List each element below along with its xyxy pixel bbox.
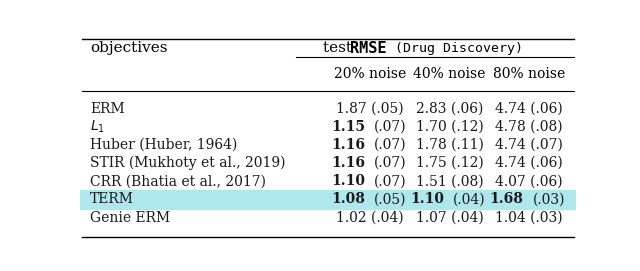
Text: test: test bbox=[323, 41, 357, 55]
Text: (.07): (.07) bbox=[374, 174, 406, 188]
Text: 1.75 (.12): 1.75 (.12) bbox=[415, 156, 483, 170]
Text: 1.78 (.11): 1.78 (.11) bbox=[415, 138, 483, 152]
Text: (.05): (.05) bbox=[374, 192, 406, 207]
Text: Genie ERM: Genie ERM bbox=[90, 211, 170, 225]
Text: 4.07 (.06): 4.07 (.06) bbox=[495, 174, 563, 188]
Text: 4.74 (.06): 4.74 (.06) bbox=[495, 156, 563, 170]
Text: RMSE: RMSE bbox=[350, 41, 387, 56]
Text: 1.68: 1.68 bbox=[490, 192, 524, 207]
Text: (.07): (.07) bbox=[374, 120, 406, 134]
Text: 1.02 (.04): 1.02 (.04) bbox=[337, 211, 404, 225]
Text: (.03): (.03) bbox=[532, 192, 565, 207]
Text: (Drug Discovery): (Drug Discovery) bbox=[387, 42, 522, 55]
Text: 1.16: 1.16 bbox=[331, 138, 365, 152]
Text: STIR (Mukhoty et al., 2019): STIR (Mukhoty et al., 2019) bbox=[90, 156, 285, 170]
FancyBboxPatch shape bbox=[80, 190, 576, 209]
Text: 1.87 (.05): 1.87 (.05) bbox=[337, 102, 404, 116]
Text: 1.70 (.12): 1.70 (.12) bbox=[415, 120, 483, 134]
Text: 1.16: 1.16 bbox=[331, 156, 365, 170]
Text: objectives: objectives bbox=[90, 41, 168, 55]
Text: 1.15: 1.15 bbox=[331, 120, 365, 134]
Text: 4.78 (.08): 4.78 (.08) bbox=[495, 120, 563, 134]
Text: Huber (Huber, 1964): Huber (Huber, 1964) bbox=[90, 138, 237, 152]
Text: $L_1$: $L_1$ bbox=[90, 119, 105, 135]
Text: 1.10: 1.10 bbox=[331, 174, 365, 188]
Text: 1.51 (.08): 1.51 (.08) bbox=[416, 174, 483, 188]
Text: 1.07 (.04): 1.07 (.04) bbox=[415, 211, 483, 225]
Text: 1.04 (.03): 1.04 (.03) bbox=[495, 211, 563, 225]
Text: 4.74 (.06): 4.74 (.06) bbox=[495, 102, 563, 116]
Text: 2.83 (.06): 2.83 (.06) bbox=[416, 102, 483, 116]
Text: TERM: TERM bbox=[90, 192, 134, 207]
Text: 4.74 (.07): 4.74 (.07) bbox=[495, 138, 563, 152]
Text: CRR (Bhatia et al., 2017): CRR (Bhatia et al., 2017) bbox=[90, 174, 266, 188]
Text: 1.10: 1.10 bbox=[410, 192, 444, 207]
Text: (.07): (.07) bbox=[374, 156, 406, 170]
Text: (.07): (.07) bbox=[374, 138, 406, 152]
Text: 80% noise: 80% noise bbox=[493, 67, 565, 81]
Text: 1.08: 1.08 bbox=[331, 192, 365, 207]
Text: (.04): (.04) bbox=[453, 192, 486, 207]
Text: ERM: ERM bbox=[90, 102, 125, 116]
Text: 40% noise: 40% noise bbox=[413, 67, 486, 81]
Text: 20% noise: 20% noise bbox=[334, 67, 406, 81]
